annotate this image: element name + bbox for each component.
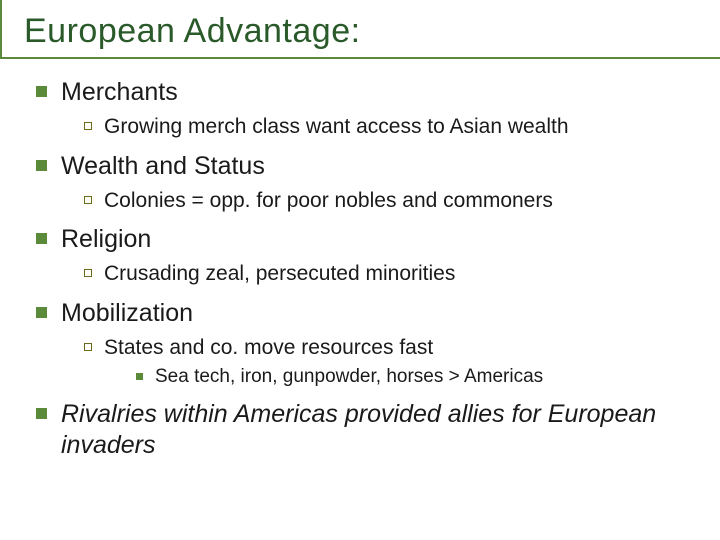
list-item: Crusading zeal, persecuted minorities: [84, 261, 696, 287]
square-bullet-icon: [36, 160, 47, 171]
hollow-square-icon: [84, 269, 92, 277]
square-bullet-icon: [36, 86, 47, 97]
item-label: Mobilization: [61, 298, 193, 329]
slide-title: European Advantage:: [24, 12, 696, 51]
title-container: European Advantage:: [0, 12, 720, 59]
item-label: Rivalries within Americas provided allie…: [61, 399, 696, 462]
item-label: Wealth and Status: [61, 151, 265, 182]
slide: European Advantage: Merchants Growing me…: [0, 0, 720, 481]
item-label: Crusading zeal, persecuted minorities: [104, 261, 455, 287]
hollow-square-icon: [84, 343, 92, 351]
slide-content: Merchants Growing merch class want acces…: [24, 77, 696, 461]
list-item: States and co. move resources fast: [84, 335, 696, 361]
hollow-square-icon: [84, 122, 92, 130]
square-bullet-icon: [136, 373, 143, 380]
item-label: Sea tech, iron, gunpowder, horses > Amer…: [155, 365, 543, 389]
list-item: Wealth and Status: [36, 151, 696, 182]
item-label: Religion: [61, 224, 151, 255]
list-item: Merchants: [36, 77, 696, 108]
item-label: Merchants: [61, 77, 178, 108]
list-item: Sea tech, iron, gunpowder, horses > Amer…: [136, 365, 696, 389]
hollow-square-icon: [84, 196, 92, 204]
item-label: Colonies = opp. for poor nobles and comm…: [104, 188, 553, 214]
list-item: Colonies = opp. for poor nobles and comm…: [84, 188, 696, 214]
square-bullet-icon: [36, 233, 47, 244]
list-item: Religion: [36, 224, 696, 255]
square-bullet-icon: [36, 408, 47, 419]
square-bullet-icon: [36, 307, 47, 318]
item-label: Growing merch class want access to Asian…: [104, 114, 569, 140]
list-item: Growing merch class want access to Asian…: [84, 114, 696, 140]
list-item: Mobilization: [36, 298, 696, 329]
item-label: States and co. move resources fast: [104, 335, 433, 361]
list-item: Rivalries within Americas provided allie…: [36, 399, 696, 462]
